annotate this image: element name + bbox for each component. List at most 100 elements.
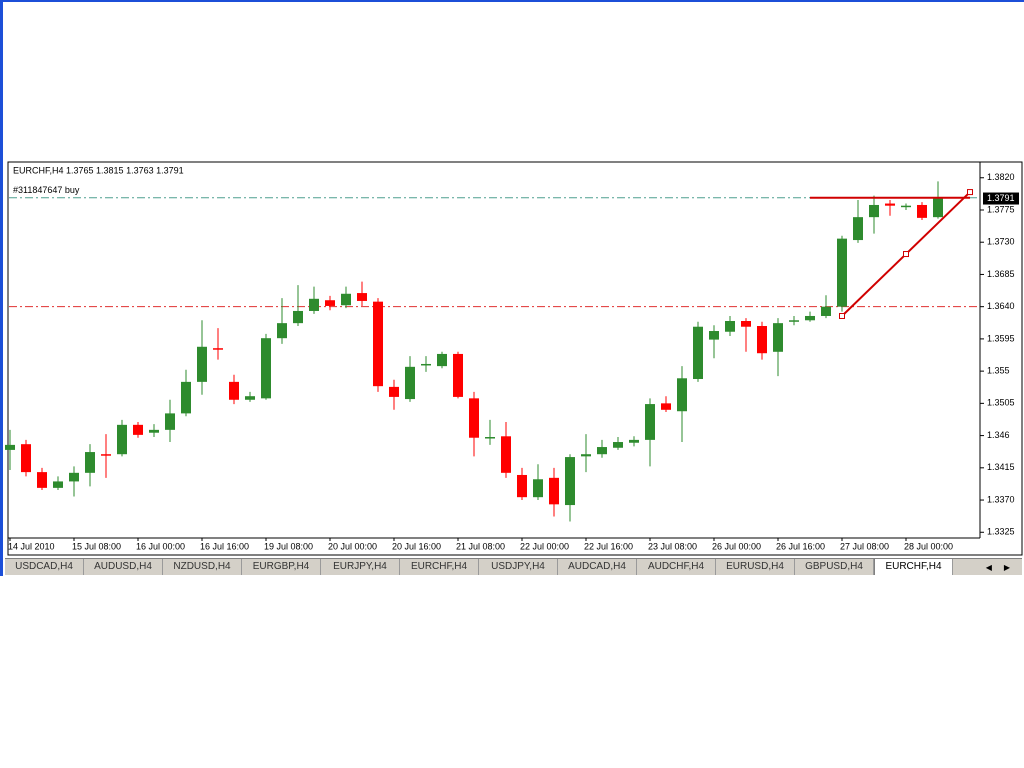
candle-body	[869, 204, 879, 218]
x-tick-label: 20 Jul 00:00	[328, 541, 377, 551]
candle-body	[421, 363, 431, 366]
candle-body	[485, 437, 495, 439]
candle-body	[597, 447, 607, 455]
price-box	[983, 192, 1019, 205]
candle-body	[501, 436, 511, 473]
chart-tab[interactable]: EURGBP,H4	[242, 559, 321, 575]
chart-tab[interactable]: AUDUSD,H4	[84, 559, 163, 575]
y-tick-label: 1.3775	[987, 204, 1015, 214]
candle-body	[405, 366, 415, 400]
y-tick-label: 1.3595	[987, 333, 1015, 343]
candle-body	[837, 238, 847, 307]
chart: EURCHF,H4 1.3765 1.3815 1.3763 1.3791 1.…	[5, 161, 1023, 556]
candle-body	[533, 479, 543, 498]
candle-body	[757, 326, 767, 354]
candle-body	[853, 217, 863, 241]
x-tick-label: 16 Jul 16:00	[200, 541, 249, 551]
candle-body	[885, 203, 895, 206]
candle-body	[37, 472, 47, 488]
x-tick-label: 19 Jul 08:00	[264, 541, 313, 551]
y-tick-label: 1.346	[987, 430, 1010, 440]
y-tick-label: 1.355	[987, 366, 1010, 376]
chart-tab[interactable]: EURUSD,H4	[716, 559, 795, 575]
chart-tab[interactable]: NZDUSD,H4	[163, 559, 242, 575]
chart-tab[interactable]: EURCHF,H4	[874, 559, 953, 575]
scroll-right[interactable]: ▶	[1003, 562, 1010, 572]
y-tick-label: 1.3685	[987, 269, 1015, 279]
candle-body	[309, 298, 319, 311]
candle-body	[677, 378, 687, 412]
chart-tab[interactable]: USDCAD,H4	[5, 559, 84, 575]
y-tick-label: 1.3325	[987, 527, 1015, 537]
candle-body	[357, 293, 367, 301]
candle-body	[933, 198, 943, 218]
x-tick-label: 26 Jul 16:00	[776, 541, 825, 551]
x-tick-label: 16 Jul 00:00	[136, 541, 185, 551]
candle-body	[101, 454, 111, 456]
chart-tab[interactable]: AUDCAD,H4	[558, 559, 637, 575]
tab-scroll[interactable]: ◀ ▶	[953, 559, 1022, 575]
x-tick-label: 14 Jul 2010	[8, 541, 55, 551]
scroll-left[interactable]: ◀	[985, 562, 992, 572]
candle-body	[389, 386, 399, 397]
window-border	[0, 0, 3, 576]
chart-tab[interactable]: USDJPY,H4	[479, 559, 558, 575]
y-tick-label: 1.3370	[987, 494, 1015, 504]
candle-body	[133, 424, 143, 435]
candle-body	[85, 452, 95, 473]
chart-frame	[7, 161, 1023, 556]
y-tick-label: 1.3730	[987, 237, 1015, 247]
candle-body	[629, 439, 639, 443]
y-tick-label: 1.3415	[987, 462, 1015, 472]
candle-body	[325, 300, 335, 306]
line-handle	[967, 189, 973, 196]
window-border	[0, 0, 1024, 2]
candle-body	[5, 444, 15, 450]
candle-body	[901, 205, 911, 208]
x-tick-label: 21 Jul 08:00	[456, 541, 505, 551]
tab-bar: USDCAD,H4 AUDUSD,H4 NZDUSD,H4 EURGBP,H4 EURJ…	[5, 558, 1022, 575]
candle-body	[549, 477, 559, 505]
candle-body	[261, 338, 271, 399]
line-handle	[839, 312, 845, 319]
candle-body	[693, 326, 703, 380]
candle-body	[821, 306, 831, 316]
chart-tab[interactable]: EURCHF,H4	[400, 559, 479, 575]
candle-body	[469, 398, 479, 438]
candle-body	[197, 346, 207, 382]
candle-body	[773, 323, 783, 352]
candle-body	[165, 413, 175, 430]
x-tick-label: 15 Jul 08:00	[72, 541, 121, 551]
level-label: #311847647 buy	[13, 185, 80, 195]
candle-body	[917, 204, 927, 218]
candle-body	[213, 348, 223, 350]
candle-body	[293, 310, 303, 324]
candle-body	[565, 457, 575, 506]
candle-body	[437, 353, 447, 367]
chart-tab[interactable]: EURJPY,H4	[321, 559, 400, 575]
candle-body	[741, 320, 751, 327]
candle-body	[277, 323, 287, 339]
candle-body	[645, 404, 655, 440]
candle-body	[517, 474, 527, 498]
candle-body	[149, 429, 159, 433]
candle-body	[21, 444, 31, 473]
price-box-label: 1.3791	[987, 193, 1015, 203]
y-tick-label: 1.3640	[987, 301, 1015, 311]
y-tick-label: 1.3820	[987, 172, 1015, 182]
x-tick-label: 28 Jul 00:00	[904, 541, 953, 551]
candle-body	[661, 403, 671, 410]
candle-body	[341, 293, 351, 306]
candle-body	[181, 381, 191, 414]
chart-tab[interactable]: AUDCHF,H4	[637, 559, 716, 575]
candle-body	[245, 396, 255, 400]
candle-body	[69, 472, 79, 482]
x-tick-label: 27 Jul 08:00	[840, 541, 889, 551]
candle-body	[725, 320, 735, 332]
chart-tab[interactable]: GBPUSD,H4	[795, 559, 874, 575]
candle-body	[53, 481, 63, 488]
chart-title: EURCHF,H4 1.3765 1.3815 1.3763 1.3791	[13, 165, 184, 175]
candle-body	[805, 315, 815, 321]
x-tick-label: 22 Jul 16:00	[584, 541, 633, 551]
